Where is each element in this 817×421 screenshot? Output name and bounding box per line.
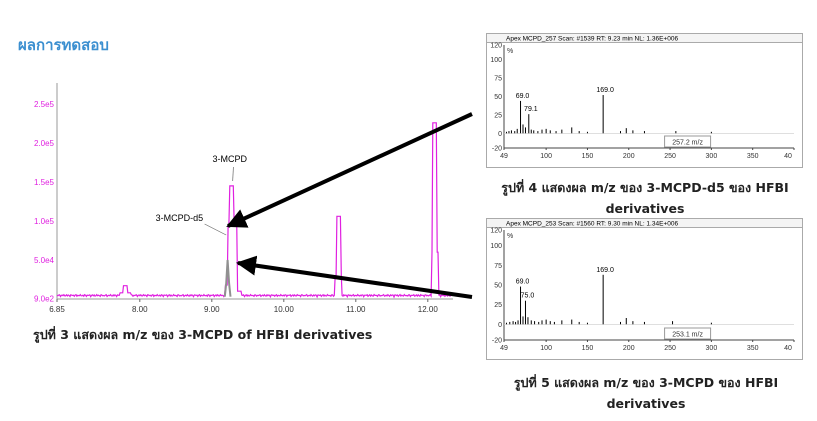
spectrum-mz-box [664, 135, 712, 148]
spectrum-frame [486, 218, 803, 360]
spectrum-x-tick-label: 40 [784, 153, 792, 160]
caption-fig4-line1: รูปที่ 4 แสดงผล m/z ของ 3-MCPD-d5 ของ HF… [501, 180, 789, 195]
spectrum-y-tick-label: -20 [492, 338, 502, 345]
spectrum-title: Apex MCPD_253 Scan: #1560 RT: 9.30 min N… [506, 221, 678, 228]
page-heading: ผลการทดสอบ [18, 36, 109, 54]
spectrum-x-tick-label: 100 [540, 153, 552, 160]
spectrum-frame [486, 33, 803, 168]
spectrum-x-tick-label: 150 [582, 345, 594, 352]
annotation-3mcpd-d5: 3-MCPD-d5 [156, 213, 204, 223]
spectrum-x-tick-label: 49 [500, 345, 508, 352]
spectrum-x-tick-label: 350 [747, 153, 759, 160]
chrom-y-tick-label: 2.5e5 [34, 100, 55, 109]
spectrum-x-tick-label: 49 [500, 153, 508, 160]
chrom-y-tick-label: 5.0e4 [34, 256, 55, 265]
spectrum-x-tick-label: 300 [706, 345, 718, 352]
spectrum-x-tick-label: 250 [664, 345, 676, 352]
spectrum-mz-box [664, 327, 712, 340]
chrom-x-tick-label: 11.00 [346, 305, 366, 314]
spectrum-y-tick-label: 75 [494, 76, 502, 83]
chrom-y-tick-label: 1.0e5 [34, 217, 55, 226]
spectrum-mz-label: 253.1 m/z [672, 332, 703, 339]
spectrum-y-tick-label: 0 [498, 322, 502, 329]
spectrum-y-tick-label: 50 [494, 94, 502, 101]
spectrum-mz-label: 257.2 m/z [672, 140, 703, 147]
spectrum-y-tick-label: 75 [494, 263, 502, 270]
chromatogram-chart: 9.0e2 5.0e4 1.0e5 1.5e5 2.0e5 2.5e5 6.85 8.00 9.… [34, 83, 453, 314]
chrom-x-tick-label: 6.85 [49, 305, 65, 314]
spectrum-y-tick-label: 120 [490, 228, 502, 235]
spectrum-fig5: Apex MCPD_253 Scan: #1560 RT: 9.30 min N… [486, 218, 803, 360]
caption-fig4: รูปที่ 4 แสดงผล m/z ของ 3-MCPD-d5 ของ HF… [480, 177, 810, 219]
spectrum-y-tick-label: 25 [494, 302, 502, 309]
spectrum-peak-label: 79.1 [524, 106, 538, 113]
spectrum-titlebar [486, 33, 803, 43]
caption-fig3: รูปที่ 3 แสดงผล m/z ของ 3-MCPD of HFBI d… [33, 327, 373, 342]
chrom-x-tick-label: 9.00 [204, 305, 220, 314]
chrom-y-tick-label: 1.5e5 [34, 178, 55, 187]
caption-fig5: รูปที่ 5 แสดงผล m/z ของ 3-MCPD ของ HFBI … [486, 372, 806, 414]
chrom-x-tick-label: 10.00 [274, 305, 295, 314]
annotation-3mcpd-leader [232, 166, 234, 182]
spectrum-y-tick-label: -20 [492, 146, 502, 153]
spectrum-x-tick-label: 350 [747, 345, 759, 352]
arrow-to-d5 [226, 112, 473, 228]
spectrum-x-tick-label: 250 [664, 153, 676, 160]
chrom-series-main [56, 122, 453, 299]
spectrum-y-tick-label: 120 [490, 43, 502, 50]
spectrum-x-tick-label: 300 [706, 153, 718, 160]
spectrum-y-tick-label: 0 [498, 131, 502, 138]
arrow-to-mcpd [236, 255, 473, 299]
spectrum-peak-label: 69.0 [516, 93, 530, 100]
chrom-series-d5 [223, 259, 232, 297]
spectrum-ylabel: % [507, 48, 513, 55]
chrom-x-tick-label: 8.00 [132, 305, 148, 314]
spectrum-x-tick-label: 200 [623, 345, 635, 352]
spectrum-titlebar [486, 218, 803, 228]
spectrum-y-tick-label: 25 [494, 112, 502, 119]
caption-fig4-line2: derivatives [605, 201, 685, 216]
spectrum-fig4: Apex MCPD_257 Scan: #1539 RT: 9.23 min N… [486, 33, 803, 168]
chrom-y-tick-label: 2.0e5 [34, 139, 55, 148]
spectrum-x-tick-label: 40 [784, 345, 792, 352]
spectrum-x-tick-label: 200 [623, 153, 635, 160]
spectrum-peak-label: 169.0 [596, 267, 614, 274]
annotation-3mcpd: 3-MCPD [213, 154, 248, 164]
spectrum-peak-label: 69.0 [516, 279, 530, 286]
caption-fig5-line1: รูปที่ 5 แสดงผล m/z ของ 3-MCPD ของ HFBI [513, 375, 779, 390]
spectrum-peak-label: 169.0 [596, 87, 614, 94]
spectrum-ylabel: % [507, 233, 513, 240]
chrom-x-tick-label: 12.00 [418, 305, 439, 314]
spectrum-y-tick-label: 50 [494, 283, 502, 290]
spectrum-title: Apex MCPD_257 Scan: #1539 RT: 9.23 min N… [506, 36, 678, 43]
spectrum-x-tick-label: 150 [582, 153, 594, 160]
spectrum-x-tick-label: 100 [540, 345, 552, 352]
annotation-3mcpd-d5-leader [204, 223, 227, 236]
spectrum-y-tick-label: 100 [490, 243, 502, 250]
spectrum-peak-label: 75.0 [521, 293, 535, 300]
caption-fig5-line2: derivatives [606, 396, 686, 411]
chrom-y-tick-label: 9.0e2 [34, 294, 55, 303]
spectrum-y-tick-label: 100 [490, 57, 502, 64]
